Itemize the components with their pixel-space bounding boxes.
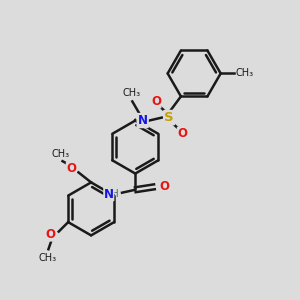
Text: CH₃: CH₃ — [52, 149, 70, 159]
Text: S: S — [164, 111, 174, 124]
Text: O: O — [46, 228, 56, 241]
Text: CH₃: CH₃ — [38, 253, 57, 263]
Text: O: O — [151, 95, 161, 108]
Text: O: O — [66, 162, 76, 175]
Text: CH₃: CH₃ — [122, 88, 140, 98]
Text: H: H — [111, 189, 119, 199]
Text: O: O — [160, 180, 170, 193]
Text: O: O — [177, 127, 188, 140]
Text: N: N — [104, 188, 114, 201]
Text: CH₃: CH₃ — [236, 68, 254, 78]
Text: N: N — [138, 114, 148, 127]
